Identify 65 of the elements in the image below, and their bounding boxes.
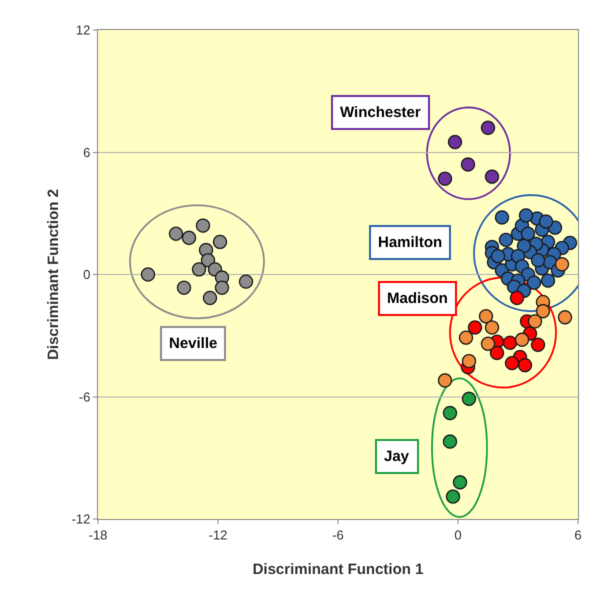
text: Hamilton: [378, 234, 442, 251]
point: [518, 208, 534, 223]
point: [530, 253, 546, 268]
point: [516, 238, 532, 254]
point: [212, 234, 228, 250]
point: [538, 214, 554, 229]
point: [140, 267, 156, 282]
point: [462, 392, 476, 406]
point: [478, 309, 494, 324]
point: [446, 489, 460, 504]
point: [504, 356, 520, 370]
point: [528, 314, 542, 329]
point: [502, 336, 518, 350]
point: [494, 210, 510, 225]
point: [452, 475, 468, 490]
point: [442, 434, 458, 449]
point: [460, 157, 476, 172]
x-tick-label: -6: [332, 528, 344, 543]
point: [558, 310, 572, 324]
y-tick-label: 6: [83, 144, 90, 160]
point: [468, 320, 482, 335]
x-tick-label: -18: [88, 528, 108, 543]
point: [442, 406, 458, 420]
y-tick-label: 0: [83, 267, 90, 282]
point: [554, 257, 570, 272]
point: [484, 170, 500, 184]
x-tick-label: -12: [208, 528, 228, 543]
text: Jay: [384, 448, 410, 465]
point: [182, 230, 196, 245]
point: [196, 218, 210, 233]
x-axis-title: Discriminant Function 1: [252, 561, 424, 578]
point: [462, 354, 476, 368]
point: [448, 134, 462, 150]
text: Neville: [169, 335, 218, 352]
point: [480, 336, 496, 351]
point: [530, 338, 546, 352]
point: [536, 304, 550, 318]
point: [484, 320, 500, 335]
point: [238, 274, 254, 289]
point: [202, 290, 218, 306]
point: [176, 280, 192, 295]
y-axis-title: Discriminant Function 2: [45, 189, 62, 360]
point: [192, 262, 206, 277]
point: [510, 290, 524, 306]
point: [540, 273, 556, 288]
y-tick-label: -12: [72, 512, 90, 527]
y-tick-label: -6: [78, 389, 90, 404]
y-tick-label: 12: [76, 22, 90, 38]
series-label: Madison: [387, 290, 448, 307]
x-tick-label: 6: [574, 528, 582, 543]
point: [490, 249, 506, 264]
point: [438, 373, 452, 388]
point: [458, 330, 474, 345]
point: [498, 232, 514, 248]
point: [480, 120, 496, 135]
point: [490, 346, 504, 360]
text: Winchester: [340, 104, 421, 121]
point: [518, 358, 532, 372]
point: [438, 172, 452, 186]
point: [214, 280, 230, 295]
point: [520, 226, 536, 241]
point: [514, 332, 530, 347]
point: [168, 226, 184, 241]
point: [526, 276, 542, 290]
x-tick-label: 0: [454, 528, 462, 543]
